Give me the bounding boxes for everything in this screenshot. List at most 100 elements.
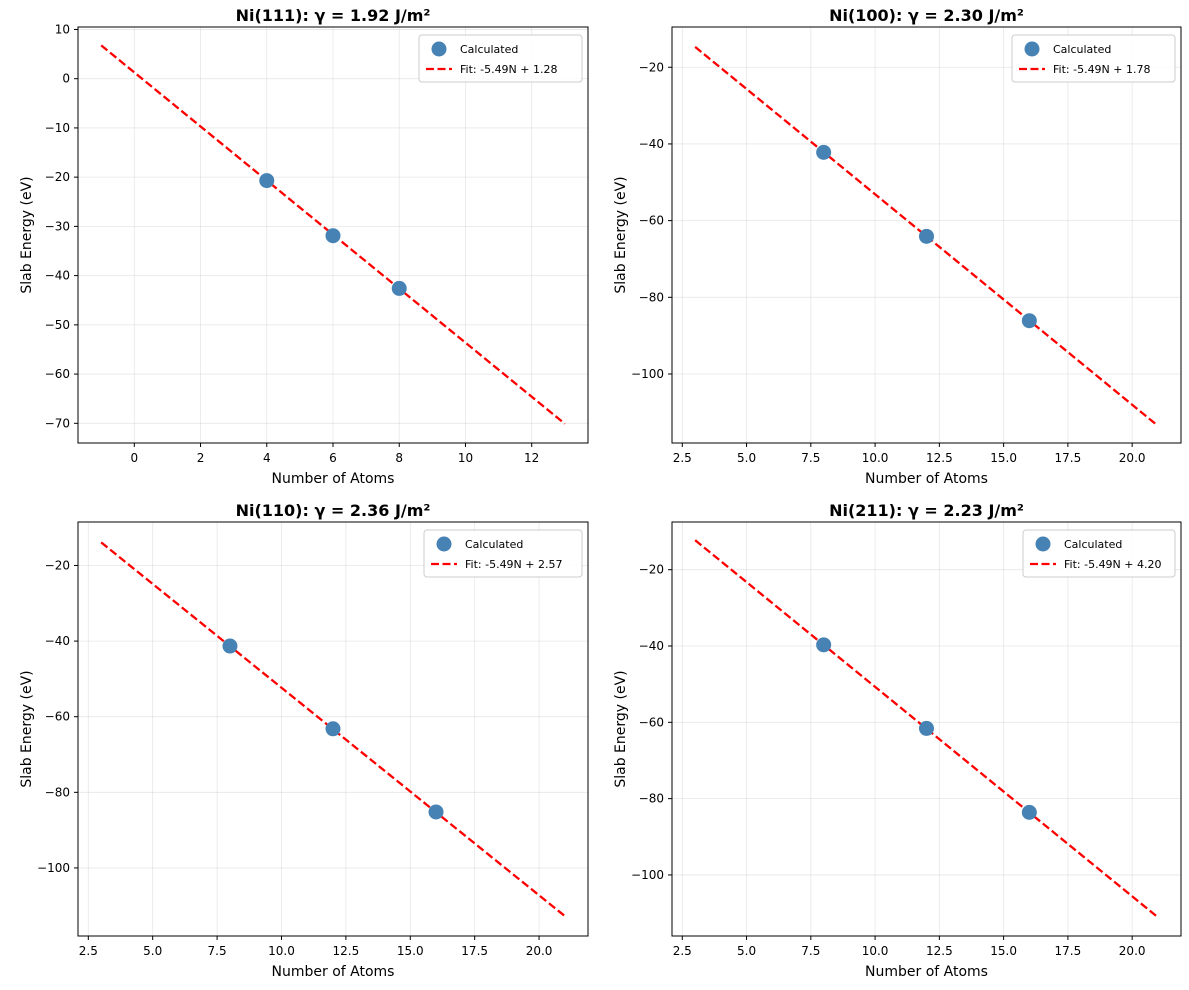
y-tick-label: −80 [639,792,664,806]
legend-label-fit: Fit: -5.49N + 2.57 [465,558,563,571]
x-tick-label: 10.0 [862,451,889,465]
y-axis-label: Slab Energy (eV) [613,670,629,787]
x-tick-label: 5.0 [737,451,756,465]
x-tick-label: 17.5 [1055,944,1082,958]
x-tick-label: 0 [130,451,138,465]
x-tick-label: 12.5 [926,944,953,958]
y-tick-label: −40 [45,634,70,648]
x-tick-label: 7.5 [208,944,227,958]
legend-label-fit: Fit: -5.49N + 1.78 [1053,63,1151,76]
x-tick-label: 17.5 [461,944,488,958]
y-tick-label: −80 [639,290,664,304]
y-tick-label: −70 [45,416,70,430]
x-tick-label: 2.5 [673,451,692,465]
x-tick-label: 12.5 [333,944,360,958]
x-axis-label: Number of Atoms [865,964,988,980]
legend-marker-calculated [431,41,447,57]
axes-frame [77,521,589,937]
legend: Calculated Fit: -5.49N + 1.78 [1011,34,1176,83]
x-tick-label: 12 [524,451,539,465]
data-point [919,228,934,244]
axes-frame [671,26,1182,444]
legend: Calculated Fit: -5.49N + 2.57 [423,529,583,578]
x-tick-label: 8 [395,451,403,465]
legend-label-calculated: Calculated [1064,538,1122,551]
chart-panel-3: 2.5 5.0 7.5 10.0 12.5 15.0 17.5 20.0 −20 −40 −60 −8… [19,501,589,980]
x-tick-label: 15.0 [990,944,1017,958]
chart-title: Ni(100): γ = 2.30 J/m² [829,6,1024,25]
y-tick-label: −30 [45,219,70,233]
data-point [816,637,832,653]
x-axis-label: Number of Atoms [272,471,395,487]
legend: Calculated Fit: -5.49N + 1.28 [418,34,583,83]
data-point [222,638,238,654]
legend-box [1022,529,1176,578]
y-tick-label: −10 [45,121,70,135]
data-point [325,721,341,737]
data-point [325,228,341,244]
data-point [1021,804,1037,820]
x-tick-label: 15.0 [990,451,1017,465]
data-point [259,173,275,189]
fit-line [100,541,566,917]
data-point [919,720,934,736]
y-axis-label: Slab Energy (eV) [19,176,35,293]
y-tick-label: −80 [45,785,70,799]
data-point [391,280,407,296]
y-tick-label: −100 [37,861,70,875]
y-tick-label: −20 [639,60,664,74]
y-tick-label: −20 [45,558,70,572]
y-tick-label: −60 [639,214,664,228]
x-tick-label: 15.0 [397,944,424,958]
data-point [816,144,832,160]
chart-title: Ni(111): γ = 1.92 J/m² [236,6,431,25]
y-tick-label: 10 [55,22,70,36]
x-tick-label: 5.0 [737,944,756,958]
y-axis-label: Slab Energy (eV) [19,670,35,787]
chart-title: Ni(211): γ = 2.23 J/m² [829,501,1024,520]
x-tick-label: 10.0 [862,944,889,958]
legend-marker-calculated [1024,41,1040,57]
x-tick-label: 20.0 [1119,451,1146,465]
chart-title: Ni(110): γ = 2.36 J/m² [236,501,431,520]
x-tick-label: 20.0 [526,944,553,958]
y-tick-label: −40 [639,639,664,653]
x-tick-label: 17.5 [1055,451,1082,465]
y-tick-label: −60 [45,367,70,381]
x-axis-label: Number of Atoms [865,471,988,487]
y-tick-label: −20 [639,563,664,577]
y-tick-label: −60 [639,715,664,729]
legend-label-fit: Fit: -5.49N + 1.28 [460,63,558,76]
x-tick-label: 4 [263,451,271,465]
chart-panel-1: 0 2 4 6 8 10 12 10 0 −10 −20 −30 −40 −50 −60 −70 Ni(111)… [19,6,589,487]
legend-marker-calculated [1035,536,1051,552]
x-tick-label: 12.5 [926,451,953,465]
legend-label-calculated: Calculated [465,538,523,551]
legend: Calculated Fit: -5.49N + 4.20 [1022,529,1176,578]
x-tick-label: 5.0 [143,944,162,958]
legend-marker-calculated [436,536,452,552]
x-tick-label: 10.0 [268,944,295,958]
y-tick-label: −40 [639,137,664,151]
x-tick-label: 2.5 [673,944,692,958]
fit-line [694,539,1159,919]
chart-panel-4: 2.5 5.0 7.5 10.0 12.5 15.0 17.5 20.0 −20 −40 −60 −8… [613,501,1182,980]
y-tick-label: 0 [62,72,70,86]
data-point [1021,313,1037,329]
y-axis-label: Slab Energy (eV) [613,176,629,293]
legend-box [418,34,583,83]
data-point [428,804,444,820]
chart-panel-2: 2.5 5.0 7.5 10.0 12.5 15.0 17.5 20.0 −20 −40 −60 −8… [613,6,1182,487]
legend-box [423,529,583,578]
y-tick-label: −40 [45,269,70,283]
legend-label-calculated: Calculated [1053,43,1111,56]
x-tick-label: 2.5 [79,944,98,958]
axes-frame [671,521,1182,937]
y-tick-label: −20 [45,170,70,184]
legend-label-calculated: Calculated [460,43,518,56]
y-tick-label: −100 [631,868,664,882]
x-axis-label: Number of Atoms [272,964,395,980]
x-tick-label: 6 [329,451,337,465]
x-tick-label: 10 [458,451,473,465]
